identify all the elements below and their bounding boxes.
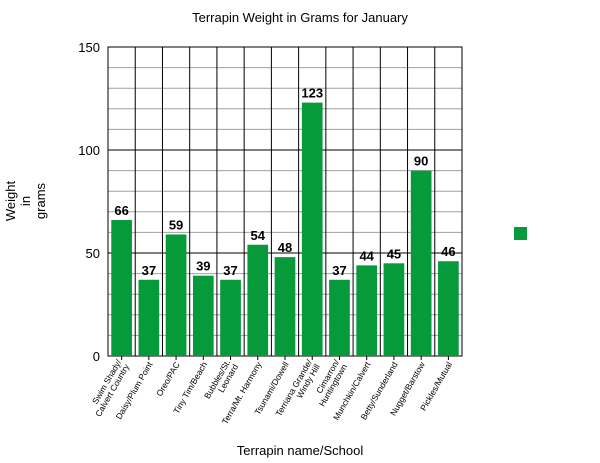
y-axis-title: Weightingrams <box>3 181 48 222</box>
value-label: 37 <box>332 263 346 278</box>
y-tick-label: 0 <box>93 349 100 364</box>
bar <box>192 275 214 356</box>
bar <box>111 220 132 356</box>
bar <box>356 265 378 356</box>
bar <box>220 279 241 356</box>
value-label: 123 <box>301 86 323 101</box>
value-label: 37 <box>142 263 156 278</box>
value-label: 44 <box>359 248 374 263</box>
value-label: 37 <box>223 263 237 278</box>
bar <box>247 244 269 356</box>
bar <box>165 234 187 356</box>
bar <box>329 279 350 356</box>
value-label: 66 <box>114 203 128 218</box>
bar <box>301 102 323 357</box>
bar <box>138 279 160 356</box>
x-axis-title: Terrapin name/School <box>237 443 364 458</box>
bar <box>274 257 296 356</box>
value-label: 46 <box>441 244 455 259</box>
value-label: 54 <box>251 228 266 243</box>
legend-swatch <box>514 227 527 240</box>
y-tick-label: 100 <box>78 143 100 158</box>
y-tick-label: 50 <box>86 246 100 261</box>
value-label: 45 <box>387 246 401 261</box>
value-label: 48 <box>278 240 292 255</box>
value-label: 90 <box>414 154 428 169</box>
bar <box>410 170 432 356</box>
y-tick-label: 150 <box>78 40 100 55</box>
bar <box>383 263 405 356</box>
value-label: 59 <box>169 217 183 232</box>
x-tick-label: Oreo/PAC <box>154 360 182 398</box>
value-label: 39 <box>196 259 210 274</box>
bar <box>438 261 459 356</box>
chart-title: Terrapin Weight in Grams for January <box>192 10 408 25</box>
